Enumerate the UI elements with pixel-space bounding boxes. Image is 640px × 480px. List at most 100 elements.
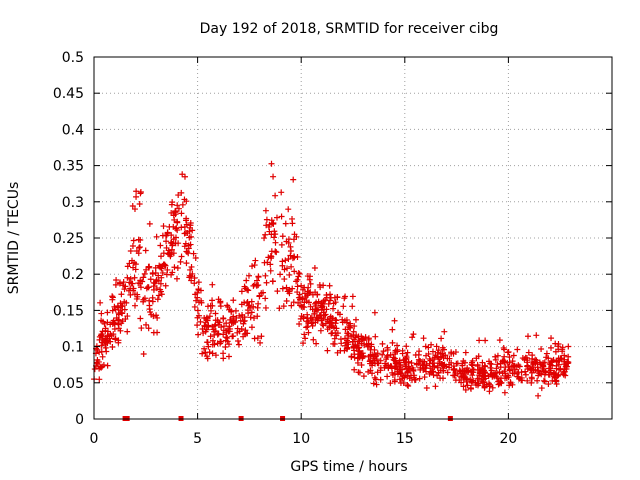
data-point [120, 282, 127, 289]
data-point [171, 216, 178, 223]
axis-ticks [93, 56, 612, 420]
data-point [398, 370, 405, 377]
data-point [206, 313, 213, 320]
data-point [154, 296, 161, 303]
data-point [248, 324, 255, 331]
data-point [153, 276, 160, 283]
data-point [535, 368, 542, 375]
data-point [432, 352, 439, 359]
data-point [207, 333, 214, 340]
data-point [286, 290, 293, 297]
data-point [260, 289, 267, 296]
data-point [145, 325, 152, 332]
data-point [112, 335, 119, 342]
data-point [146, 220, 153, 227]
data-point [372, 333, 379, 340]
data-point [224, 338, 231, 345]
data-point [183, 221, 190, 228]
data-point [476, 337, 483, 344]
data-point [118, 291, 125, 298]
y-axis-label: SRMTID / TECUs [6, 182, 22, 295]
data-point [94, 357, 101, 364]
data-point [330, 305, 337, 312]
data-point [506, 359, 513, 366]
data-point [288, 302, 295, 309]
data-point [283, 284, 290, 291]
data-point [183, 198, 190, 205]
data-point [149, 270, 156, 277]
data-point [140, 274, 147, 281]
data-point [412, 376, 419, 383]
data-point [503, 374, 510, 381]
data-point [312, 306, 319, 313]
data-point [349, 293, 356, 300]
data-point [351, 354, 358, 361]
data-point [299, 286, 306, 293]
data-point [542, 369, 549, 376]
data-point [387, 380, 394, 387]
data-point [236, 328, 243, 335]
data-point [344, 330, 351, 337]
data-point [511, 362, 518, 369]
data-point [555, 341, 562, 348]
data-point [202, 349, 209, 356]
data-point [432, 383, 439, 390]
data-point [446, 364, 453, 371]
data-point [138, 325, 145, 332]
data-point [175, 240, 182, 247]
data-point [413, 361, 420, 368]
data-point [109, 296, 116, 303]
data-point [500, 344, 507, 351]
data-point [325, 300, 332, 307]
data-point [397, 369, 404, 376]
data-point [377, 376, 384, 383]
x-tick-label: 0 [90, 431, 99, 447]
data-point [276, 305, 283, 312]
data-point [130, 287, 137, 294]
data-point [396, 357, 403, 364]
data-point [551, 373, 558, 380]
data-point [160, 261, 167, 268]
data-point [128, 280, 135, 287]
data-point [234, 338, 241, 345]
data-point [564, 360, 571, 367]
data-point [201, 323, 208, 330]
data-point [443, 363, 450, 370]
data-point [173, 225, 180, 232]
data-point [191, 275, 198, 282]
data-point [538, 346, 545, 353]
data-point [505, 348, 512, 355]
data-point [329, 315, 336, 322]
data-point [118, 320, 125, 327]
data-point [251, 315, 258, 322]
data-point [253, 282, 260, 289]
data-point [209, 281, 216, 288]
data-point [430, 369, 437, 376]
data-point [153, 285, 160, 292]
data-point [137, 277, 144, 284]
data-point [545, 355, 552, 362]
data-point [480, 379, 487, 386]
data-point [360, 373, 367, 380]
data-point [528, 366, 535, 373]
data-point [152, 270, 159, 277]
data-point [332, 299, 339, 306]
data-point [485, 380, 492, 387]
data-point [225, 353, 232, 360]
data-point [361, 342, 368, 349]
data-point [174, 202, 181, 209]
data-point [437, 375, 444, 382]
data-point [394, 348, 401, 355]
data-point [282, 220, 289, 227]
data-point [108, 332, 115, 339]
data-point [497, 364, 504, 371]
data-point [116, 280, 123, 287]
data-point [495, 378, 502, 385]
data-point [98, 331, 105, 338]
data-point [279, 233, 286, 240]
data-point [211, 322, 218, 329]
data-point [506, 354, 513, 361]
data-point [269, 278, 276, 285]
data-point [496, 337, 503, 344]
data-point [440, 355, 447, 362]
